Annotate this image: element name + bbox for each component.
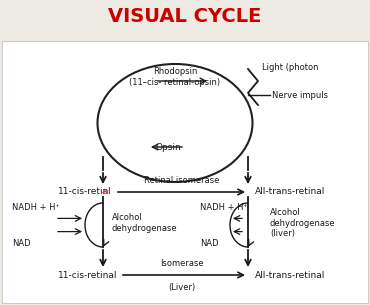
Text: 11-cis-retinal: 11-cis-retinal xyxy=(58,271,118,279)
Text: Opsin: Opsin xyxy=(155,142,181,152)
Bar xyxy=(2,41,368,303)
Text: Nerve impuls: Nerve impuls xyxy=(272,91,328,99)
Text: NADH + H⁺: NADH + H⁺ xyxy=(200,203,248,213)
Text: Light (photon: Light (photon xyxy=(262,63,319,73)
Text: Alcohol
dehydrogenase
(liver): Alcohol dehydrogenase (liver) xyxy=(270,208,336,238)
Text: l: l xyxy=(107,188,110,196)
Text: All-trans-retinal: All-trans-retinal xyxy=(255,271,325,279)
Text: NAD: NAD xyxy=(200,239,219,247)
Text: Isomerase: Isomerase xyxy=(160,259,204,268)
Text: a: a xyxy=(101,188,107,196)
Text: Retinal isomerase: Retinal isomerase xyxy=(144,176,220,185)
Text: NAD: NAD xyxy=(12,239,31,247)
Text: (Liver): (Liver) xyxy=(168,283,196,292)
Text: 11-cis-retin: 11-cis-retin xyxy=(58,188,110,196)
Text: All-trans-retinal: All-trans-retinal xyxy=(255,188,325,196)
Text: Rhodopsin
(11–cis- retinal-opsin): Rhodopsin (11–cis- retinal-opsin) xyxy=(130,67,221,87)
Text: VISUAL CYCLE: VISUAL CYCLE xyxy=(108,8,262,27)
Text: Alcohol
dehydrogenase: Alcohol dehydrogenase xyxy=(112,213,178,233)
Text: NADH + H⁺: NADH + H⁺ xyxy=(12,203,60,213)
Ellipse shape xyxy=(98,64,252,182)
